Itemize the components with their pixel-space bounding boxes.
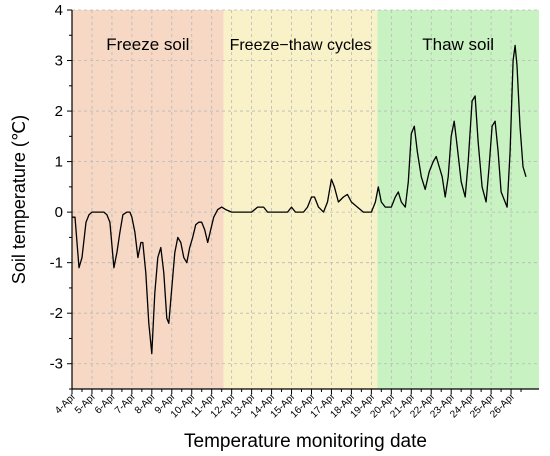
x-tick-label-1: 4-Apr: [53, 391, 79, 417]
y-tick-label-3: -1: [50, 255, 63, 272]
region-label-1: Freeze soil: [106, 35, 189, 54]
y-axis-title: Soil temperature (℃): [9, 115, 29, 284]
axes-layer: [67, 9, 539, 394]
y-tick-label-2: -2: [50, 305, 63, 322]
regions-layer: [72, 10, 539, 389]
series-line-1: [72, 44, 527, 355]
x-tick-label-2: 5-Apr: [73, 391, 99, 417]
x-tick-label-5: 8-Apr: [133, 391, 159, 417]
x-tick-label-4: 7-Apr: [113, 391, 139, 417]
y-tick-label-8: 4: [55, 2, 63, 19]
region-band-3: [377, 10, 539, 389]
y-tick-label-7: 3: [55, 53, 63, 70]
y-tick-label-4: 0: [55, 204, 63, 221]
region-label-2: Freeze−thaw cycles: [230, 37, 372, 54]
x-tick-label-3: 6-Apr: [93, 391, 119, 417]
y-tick-label-1: -3: [50, 356, 63, 373]
region-band-1: [72, 10, 224, 389]
region-band-2: [223, 10, 378, 389]
x-axis-title: Temperature monitoring date: [184, 431, 427, 452]
y-tick-label-5: 1: [55, 154, 63, 171]
y-tick-label-6: 2: [55, 103, 63, 120]
series-layer: [72, 44, 527, 355]
region-label-3: Thaw soil: [422, 35, 494, 54]
